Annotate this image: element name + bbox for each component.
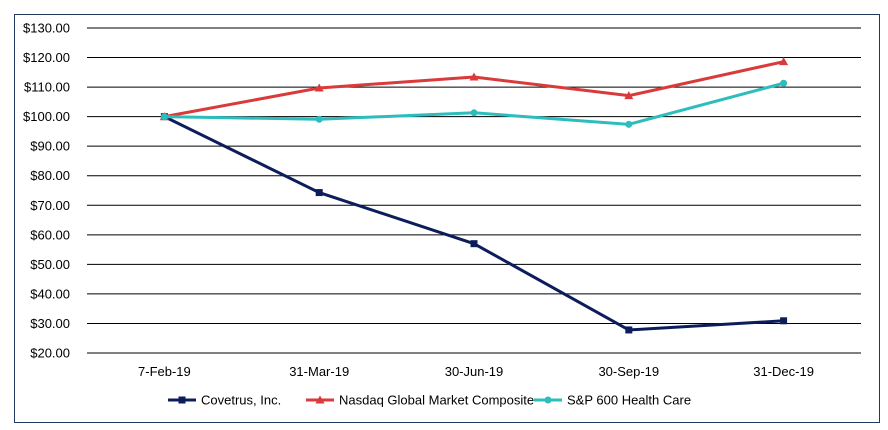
x-tick-label: 31-Mar-19 bbox=[289, 364, 349, 379]
legend-marker bbox=[178, 396, 186, 404]
series-line-0 bbox=[163, 115, 784, 332]
data-point-0 bbox=[780, 317, 788, 325]
x-tick-label: 7-Feb-19 bbox=[138, 364, 191, 379]
y-tick-label: $120.00 bbox=[23, 50, 70, 65]
x-tick-label: 30-Sep-19 bbox=[598, 364, 659, 379]
y-tick-label: $80.00 bbox=[30, 168, 70, 183]
y-tick-label: $50.00 bbox=[30, 257, 70, 272]
data-point-0 bbox=[625, 326, 633, 334]
data-point-2 bbox=[470, 109, 478, 117]
y-axis-tick-labels: $20.00 $30.00 $40.00 $50.00 $60.00 $70.00 $80.… bbox=[23, 21, 70, 361]
x-tick-label: 31-Dec-19 bbox=[753, 364, 814, 379]
x-tick-label: 30-Jun-19 bbox=[445, 364, 504, 379]
data-point-1 bbox=[624, 91, 634, 100]
data-point-0 bbox=[470, 240, 478, 248]
y-tick-label: $30.00 bbox=[30, 316, 70, 331]
y-tick-label: $130.00 bbox=[23, 21, 70, 36]
series-lines bbox=[159, 57, 789, 334]
legend-label: Nasdaq Global Market Composite bbox=[339, 393, 534, 408]
y-tick-label: $110.00 bbox=[24, 80, 70, 95]
chart-frame bbox=[14, 14, 880, 423]
x-axis-tick-labels: 7-Feb-19 31-Mar-19 30-Jun-19 30-Sep-19 31-De… bbox=[138, 364, 814, 379]
legend-marker bbox=[315, 395, 325, 404]
data-point-2 bbox=[315, 115, 323, 123]
y-tick-label: $90.00 bbox=[30, 139, 70, 154]
legend-label: Covetrus, Inc. bbox=[201, 393, 281, 408]
data-point-2 bbox=[780, 79, 788, 87]
y-tick-label: $70.00 bbox=[30, 198, 70, 213]
legend: Covetrus, Inc. Nasdaq Global Market Compo… bbox=[168, 393, 691, 408]
y-tick-label: $40.00 bbox=[30, 286, 70, 301]
legend-label: S&P 600 Health Care bbox=[567, 393, 691, 408]
data-point-1 bbox=[779, 57, 789, 66]
data-point-2 bbox=[625, 120, 633, 128]
y-tick-label: $20.00 bbox=[30, 346, 70, 361]
series-line-2 bbox=[164, 81, 784, 126]
y-tick-label: $100.00 bbox=[23, 109, 70, 124]
data-point-1 bbox=[314, 83, 324, 92]
data-point-1 bbox=[469, 72, 479, 81]
data-point-2 bbox=[160, 113, 168, 121]
data-point-0 bbox=[315, 189, 323, 197]
y-tick-label: $60.00 bbox=[30, 227, 70, 242]
legend-marker bbox=[544, 396, 552, 404]
